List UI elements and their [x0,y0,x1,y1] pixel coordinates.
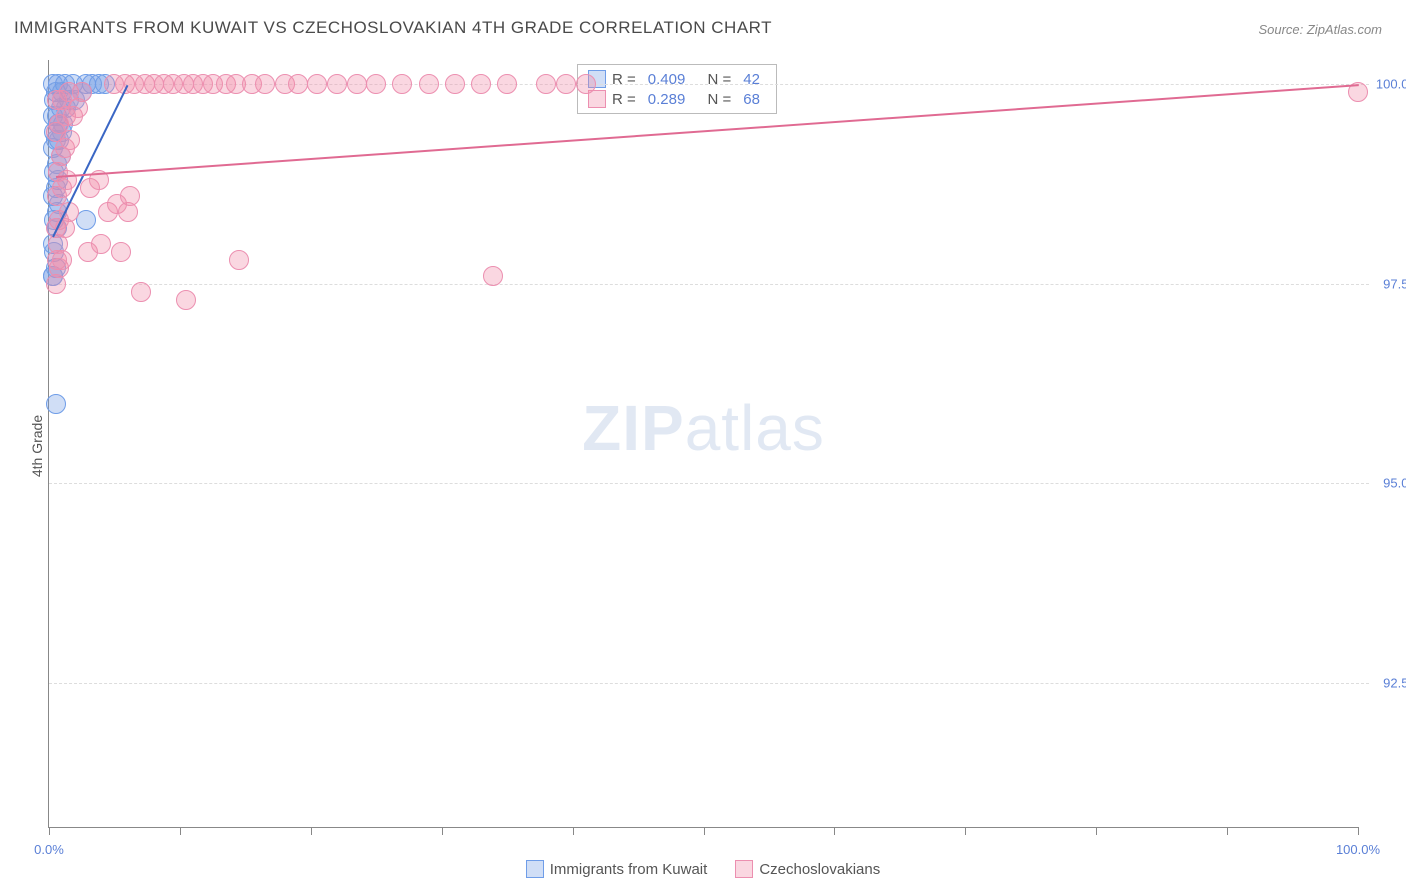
scatter-point-czech [72,82,92,102]
gridline-h [49,683,1369,684]
ytick-label: 100.0% [1364,76,1406,91]
legend-bottom: Immigrants from Kuwait Czechoslovakians [0,860,1406,878]
scatter-point-czech [347,74,367,94]
scatter-point-czech [327,74,347,94]
legend-n-prefix: N = [707,91,731,108]
scatter-point-czech [483,266,503,286]
scatter-point-czech [576,74,596,94]
watermark: ZIPatlas [582,391,825,465]
watermark-zip: ZIP [582,392,685,464]
source-label: Source: ZipAtlas.com [1258,22,1382,37]
xtick [1227,827,1228,835]
xtick [965,827,966,835]
y-axis-label: 4th Grade [29,415,45,477]
scatter-point-czech [120,186,140,206]
xtick-label-left: 0.0% [34,842,64,857]
scatter-point-czech [307,74,327,94]
scatter-point-czech [471,74,491,94]
xtick-label-right: 100.0% [1336,842,1380,857]
scatter-point-czech [497,74,517,94]
xtick [834,827,835,835]
legend-swatch-kuwait-b [526,860,544,878]
xtick [573,827,574,835]
scatter-point-czech [176,290,196,310]
watermark-atlas: atlas [685,392,825,464]
legend-inset-row-czech: R = 0.289 N = 68 [588,89,766,109]
xtick [1096,827,1097,835]
scatter-point-kuwait [46,394,66,414]
scatter-point-czech [556,74,576,94]
legend-label-kuwait: Immigrants from Kuwait [550,861,708,878]
legend-inset: R = 0.409 N = 42 R = 0.289 N = 68 [577,64,777,114]
scatter-point-kuwait [76,210,96,230]
xtick [49,827,50,835]
scatter-point-czech [445,74,465,94]
scatter-point-czech [255,74,275,94]
scatter-point-czech [288,74,308,94]
scatter-point-czech [111,242,131,262]
legend-swatch-czech [588,90,606,108]
scatter-point-czech [366,74,386,94]
gridline-h [49,284,1369,285]
scatter-point-czech [131,282,151,302]
ytick-label: 97.5% [1364,276,1406,291]
legend-inset-row-kuwait: R = 0.409 N = 42 [588,69,766,89]
legend-label-czech: Czechoslovakians [759,861,880,878]
legend-swatch-czech-b [735,860,753,878]
legend-r-prefix: R = [612,91,636,108]
legend-item-czech: Czechoslovakians [735,860,880,878]
scatter-point-czech [229,250,249,270]
ytick-label: 92.5% [1364,676,1406,691]
scatter-point-czech [536,74,556,94]
plot-area: ZIPatlas R = 0.409 N = 42 R = 0.289 N = … [48,60,1358,828]
chart-title: IMMIGRANTS FROM KUWAIT VS CZECHOSLOVAKIA… [14,18,772,38]
scatter-point-czech [419,74,439,94]
xtick [180,827,181,835]
legend-item-kuwait: Immigrants from Kuwait [526,860,708,878]
ytick-label: 95.0% [1364,476,1406,491]
xtick [311,827,312,835]
chart-container: IMMIGRANTS FROM KUWAIT VS CZECHOSLOVAKIA… [0,0,1406,892]
legend-r-czech: 0.289 [648,91,686,108]
xtick [442,827,443,835]
xtick [704,827,705,835]
scatter-point-czech [392,74,412,94]
legend-n-czech: 68 [743,91,760,108]
xtick [1358,827,1359,835]
scatter-point-czech [91,234,111,254]
gridline-h [49,483,1369,484]
